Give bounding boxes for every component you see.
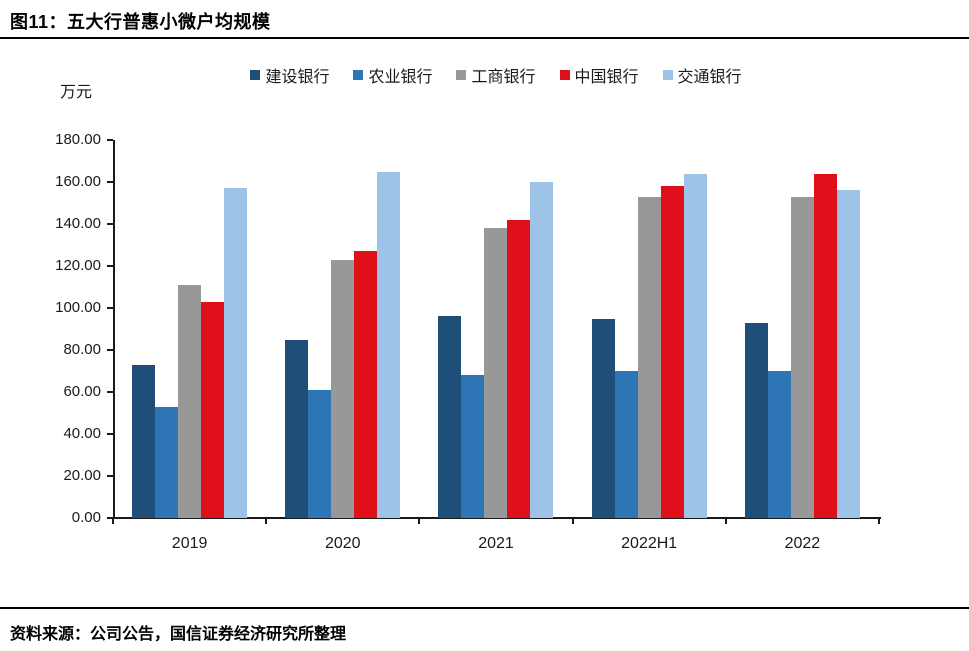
y-axis-unit-label: 万元 xyxy=(60,84,93,101)
bar-工商银行-2019 xyxy=(178,284,202,518)
x-tick-label-2021: 2021 xyxy=(478,535,514,552)
source-divider xyxy=(0,607,969,609)
x-tick-mark xyxy=(724,519,727,524)
y-tick-label: 80.00 xyxy=(63,341,101,358)
bar-交通银行-2019 xyxy=(224,188,248,518)
bar-交通银行-2020 xyxy=(377,171,401,518)
legend-swatch-icon xyxy=(662,70,673,80)
y-tick-mark xyxy=(107,349,113,351)
bar-工商银行-2022 xyxy=(790,196,814,518)
figure-title: 图11：五大行普惠小微户均规模 xyxy=(10,12,271,32)
legend-item-中国银行: 中国银行 xyxy=(559,63,639,87)
bar-农业银行-2022H1 xyxy=(614,371,638,518)
y-tick-mark xyxy=(107,307,113,309)
x-tick-mark xyxy=(571,519,574,524)
legend-label: 中国银行 xyxy=(574,69,639,86)
bar-交通银行-2021 xyxy=(530,182,554,518)
x-tick-label-2022: 2022 xyxy=(784,535,821,552)
bar-中国银行-2019 xyxy=(201,301,225,518)
legend-label: 工商银行 xyxy=(471,69,536,86)
x-axis-line xyxy=(108,517,881,519)
bar-农业银行-2019 xyxy=(155,406,179,518)
y-tick-mark xyxy=(107,391,113,393)
legend-swatch-icon xyxy=(353,70,364,80)
y-tick-mark xyxy=(107,265,113,267)
bar-农业银行-2022 xyxy=(767,371,791,518)
y-tick-label: 100.00 xyxy=(55,299,101,316)
y-tick-mark xyxy=(107,139,113,141)
bar-中国银行-2020 xyxy=(354,251,378,518)
x-tick-label-2020: 2020 xyxy=(324,535,361,552)
bar-建设银行-2022H1 xyxy=(591,318,615,518)
legend-label: 交通银行 xyxy=(677,69,742,86)
bar-group-2022 xyxy=(726,140,879,518)
y-axis-line xyxy=(113,140,115,518)
bar-建设银行-2022 xyxy=(744,322,768,518)
y-tick-label: 0.00 xyxy=(71,509,101,526)
bar-建设银行-2020 xyxy=(285,339,309,518)
x-tick-label-2019: 2019 xyxy=(171,535,208,552)
y-tick-mark xyxy=(107,475,113,477)
legend-swatch-icon xyxy=(250,70,261,80)
y-tick-label: 180.00 xyxy=(55,131,101,148)
legend-swatch-icon xyxy=(559,70,570,80)
source-note: 资料来源：公司公告，国信证券经济研究所整理 xyxy=(10,626,347,643)
y-tick-label: 120.00 xyxy=(55,257,101,274)
legend-label: 建设银行 xyxy=(265,69,330,86)
bar-交通银行-2022 xyxy=(836,190,860,518)
legend-swatch-icon xyxy=(456,70,467,80)
bar-中国银行-2022 xyxy=(813,173,837,518)
x-tick-mark xyxy=(878,519,880,524)
y-tick-label: 140.00 xyxy=(55,215,101,232)
bar-group-2022H1 xyxy=(573,140,726,518)
x-tick-mark xyxy=(265,519,268,524)
y-tick-mark xyxy=(107,517,113,519)
y-tick-label: 160.00 xyxy=(55,173,101,190)
bar-农业银行-2021 xyxy=(461,375,485,518)
bar-中国银行-2021 xyxy=(507,219,531,518)
legend-item-交通银行: 交通银行 xyxy=(662,63,742,87)
x-tick-label-2022H1: 2022H1 xyxy=(621,535,678,552)
y-tick-label: 40.00 xyxy=(63,425,101,442)
x-tick-mark xyxy=(112,519,114,524)
x-tick-mark xyxy=(418,519,421,524)
bar-group-2019 xyxy=(113,140,266,518)
legend-item-建设银行: 建设银行 xyxy=(250,63,329,87)
legend-item-工商银行: 工商银行 xyxy=(456,63,536,87)
y-tick-label: 20.00 xyxy=(63,467,101,484)
y-tick-label: 60.00 xyxy=(63,383,101,400)
bar-交通银行-2022H1 xyxy=(683,173,707,518)
title-divider xyxy=(0,37,969,39)
legend-label: 农业银行 xyxy=(368,69,433,86)
bar-农业银行-2020 xyxy=(308,389,332,518)
bar-建设银行-2021 xyxy=(438,316,462,518)
y-tick-mark xyxy=(107,433,113,435)
legend-item-农业银行: 农业银行 xyxy=(353,63,432,87)
bar-工商银行-2022H1 xyxy=(637,196,661,518)
bar-group-2021 xyxy=(419,140,572,518)
y-tick-mark xyxy=(107,223,113,225)
bar-建设银行-2019 xyxy=(132,364,156,518)
chart-legend: 建设银行 农业银行 工商银行 中国银行 交通银行 xyxy=(113,64,879,86)
bar-工商银行-2021 xyxy=(484,228,508,518)
bar-group-2020 xyxy=(266,140,419,518)
y-tick-mark xyxy=(107,181,113,183)
bar-工商银行-2020 xyxy=(331,259,355,518)
bar-中国银行-2022H1 xyxy=(660,186,684,518)
